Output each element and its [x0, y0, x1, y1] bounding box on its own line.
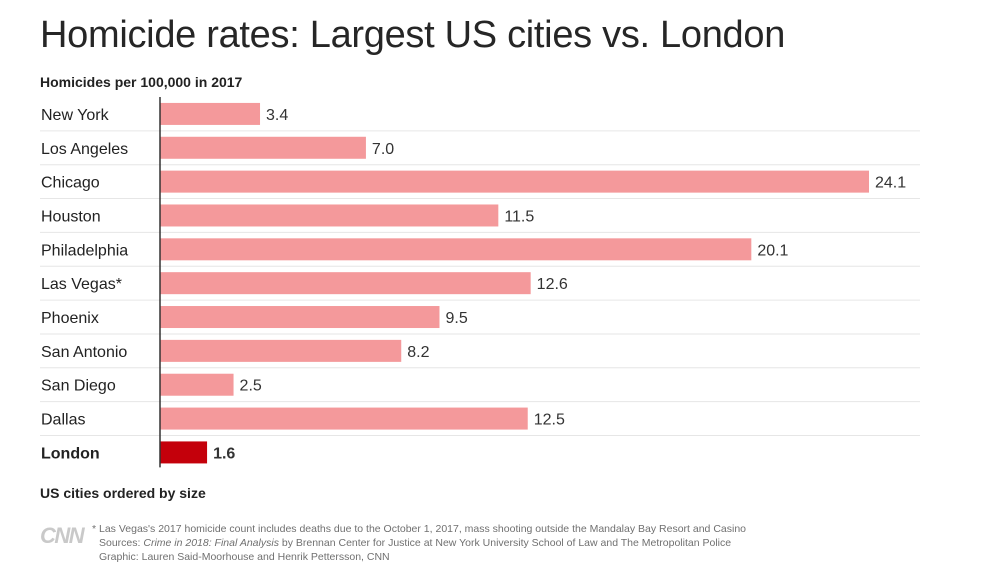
bar-los-angeles — [160, 136, 366, 159]
value-label-philadelphia: 20.1 — [757, 242, 788, 259]
footnote-graphic-credit: Graphic: Lauren Said-Moorhouse and Henri… — [99, 551, 390, 563]
category-label-dallas: Dallas — [41, 412, 85, 429]
category-label-chicago: Chicago — [41, 175, 100, 192]
bar-san-diego — [160, 373, 234, 396]
category-label-san-antonio: San Antonio — [41, 344, 127, 361]
category-label-houston: Houston — [41, 208, 101, 225]
value-label-phoenix: 9.5 — [445, 310, 467, 327]
category-label-new-york: New York — [41, 107, 110, 124]
ordering-note: US cities ordered by size — [40, 485, 206, 501]
category-label-san-diego: San Diego — [41, 378, 116, 395]
bar-new-york — [160, 102, 261, 125]
bar-las-vegas — [160, 272, 531, 295]
value-label-new-york: 3.4 — [266, 107, 288, 124]
bar-philadelphia — [160, 238, 752, 261]
bar-chicago — [160, 170, 869, 193]
value-label-san-diego: 2.5 — [240, 378, 262, 395]
value-label-houston: 11.5 — [504, 208, 534, 225]
chart-title: Homicide rates: Largest US cities vs. Lo… — [40, 14, 786, 56]
value-label-los-angeles: 7.0 — [372, 141, 394, 158]
bar-houston — [160, 204, 499, 227]
category-label-london: London — [41, 445, 100, 462]
chart-subtitle: Homicides per 100,000 in 2017 — [40, 74, 243, 90]
value-label-dallas: 12.5 — [534, 412, 565, 429]
category-label-los-angeles: Los Angeles — [41, 141, 128, 158]
category-label-phoenix: Phoenix — [41, 310, 99, 327]
footnote-sources: Sources: Crime in 2018: Final Analysis b… — [99, 537, 732, 549]
bar-dallas — [160, 407, 528, 430]
bar-london — [160, 441, 208, 464]
value-label-san-antonio: 8.2 — [407, 344, 429, 361]
cnn-logo: CNN — [40, 523, 85, 548]
value-label-las-vegas: 12.6 — [537, 276, 568, 293]
footnote-las-vegas: * Las Vegas's 2017 homicide count includ… — [92, 523, 746, 535]
value-label-chicago: 24.1 — [875, 175, 906, 192]
category-label-las-vegas: Las Vegas* — [41, 276, 122, 293]
bar-phoenix — [160, 306, 440, 329]
category-label-philadelphia: Philadelphia — [41, 242, 128, 259]
footer-notes: * Las Vegas's 2017 homicide count includ… — [92, 522, 746, 564]
bar-san-antonio — [160, 339, 402, 362]
value-label-london: 1.6 — [213, 445, 235, 462]
